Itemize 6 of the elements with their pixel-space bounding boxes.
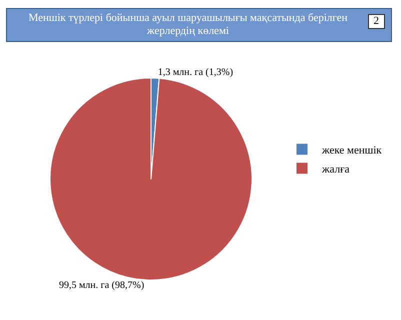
data-label: 1,3 млн. га (1,3%) [158, 67, 234, 78]
data-label: 99,5 млн. га (98,7%) [58, 280, 144, 291]
text: 2 [368, 14, 385, 29]
legend-label: жалға [321, 164, 350, 176]
legend-label: жеке меншік [321, 144, 382, 157]
chart-title: Меншік түрлері бойынша ауыл шаруашылығы мақсатында берілген жерлердің көлемі [28, 12, 348, 37]
